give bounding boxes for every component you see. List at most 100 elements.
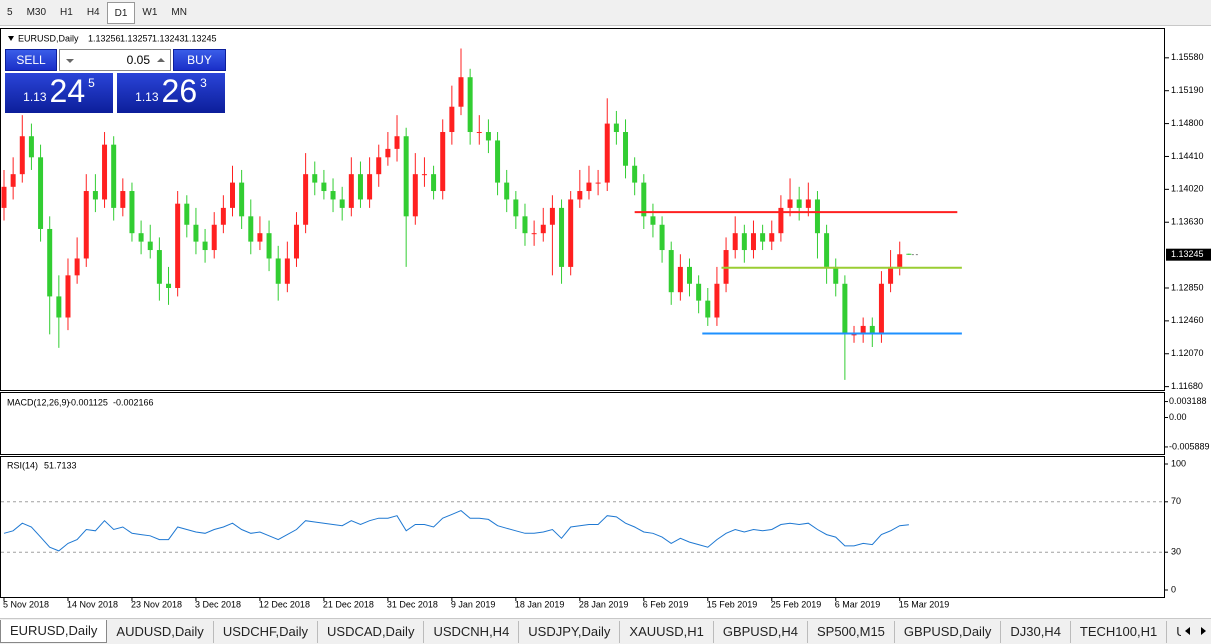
chart-tab[interactable]: TECH100,H1 [1071, 620, 1168, 643]
lot-up[interactable] [153, 50, 169, 70]
chart-tab[interactable]: AUDUSD,Daily [107, 620, 214, 643]
timeframe-button[interactable]: W1 [142, 6, 158, 18]
timeframe-button[interactable]: D1 [106, 1, 136, 24]
macd-panel-frame [0, 392, 1165, 455]
x-tick-label: 14 Nov 2018 [67, 599, 118, 609]
ask-pips: 26 [161, 73, 198, 109]
candle-body [431, 174, 437, 192]
candle-body [559, 207, 565, 267]
timeframe-button[interactable]: H1 [60, 6, 73, 18]
timeframe-button[interactable]: H4 [86, 6, 100, 18]
candle-body [595, 182, 601, 184]
candle-body [650, 216, 656, 225]
x-tick-label: 25 Feb 2019 [771, 599, 822, 609]
timeframe-button[interactable]: M30 [26, 6, 47, 18]
x-tick-label: 6 Feb 2019 [643, 599, 689, 609]
chart-tab[interactable]: USDJPY,Daily [519, 620, 621, 643]
candle-body [38, 157, 44, 229]
candle-body [851, 334, 857, 336]
lot-input[interactable]: 0.05 [59, 49, 171, 71]
candle-body [248, 216, 254, 242]
ask-prefix: 1.13 [135, 90, 159, 104]
candle-body [760, 233, 766, 242]
sell-button[interactable]: SELL [5, 49, 57, 71]
lot-down[interactable] [62, 50, 78, 70]
candle-body [531, 233, 537, 235]
candle-body [897, 254, 903, 267]
y-tick-label: 1.14800 [1171, 118, 1204, 128]
candle-body [677, 266, 683, 293]
chart-title: EURUSD,Daily [18, 33, 79, 43]
y-tick-label: 1.14020 [1171, 184, 1204, 194]
bid-quote[interactable]: 1.13 24 5 [5, 73, 113, 113]
candle-body [732, 233, 738, 251]
x-tick-label: 6 Mar 2019 [835, 599, 881, 609]
chart: EURUSD,Daily 1.13256 1.13257 1.13243 1.1… [0, 28, 1211, 609]
ask-quote[interactable]: 1.13 26 3 [117, 73, 225, 113]
candle-body [321, 182, 327, 192]
rsi-tick-label: 0 [1171, 584, 1176, 594]
candle-body [28, 136, 34, 158]
chart-tab[interactable]: DJ30,H4 [1001, 620, 1071, 643]
candle-body [275, 258, 281, 284]
y-tick-label: 1.15580 [1171, 52, 1204, 62]
chart-tab[interactable]: GBPUSD,H4 [714, 620, 808, 643]
timeframe-button[interactable]: 5 [7, 6, 13, 18]
candle-body [824, 233, 830, 267]
candle-body [202, 241, 208, 251]
timeframe-toolbar: 5 M30 H1 H4 D1 W1 MN [0, 0, 1211, 26]
x-tick-label: 12 Dec 2018 [259, 599, 310, 609]
candle-body [769, 233, 775, 242]
candle-body [696, 283, 702, 301]
candle-body [111, 144, 117, 208]
chart-tab[interactable]: USDCAD,Daily [318, 620, 425, 643]
candle-body [412, 174, 418, 217]
candle-body [357, 174, 363, 200]
candle-body [714, 283, 720, 318]
candle-body [376, 157, 382, 175]
candle-body [156, 250, 162, 284]
candle-body [613, 123, 619, 133]
candle-body [74, 258, 80, 276]
candle-body [184, 203, 190, 225]
candle-body [485, 132, 491, 141]
chart-tab[interactable]: SP500,M15 [808, 620, 895, 643]
candle-body [220, 207, 226, 225]
macd-tick-label: 0.003188 [1169, 396, 1207, 406]
x-tick-label: 31 Dec 2018 [387, 599, 438, 609]
candle-body [586, 182, 592, 192]
candle-body [458, 77, 464, 107]
candle-body [83, 191, 89, 259]
one-click-trading: SELL 0.05 BUY 1.13 24 5 1.13 26 3 [5, 49, 226, 114]
candle-body [120, 191, 126, 208]
chart-tab[interactable]: EURUSD,Daily [0, 620, 108, 643]
candle-body [293, 224, 299, 259]
chart-tab[interactable]: GBPUSD,Daily [895, 620, 1002, 643]
candle-body [449, 106, 455, 133]
timeframe-button[interactable]: MN [171, 6, 187, 18]
candle-body [860, 325, 866, 335]
candle-body [348, 174, 354, 208]
candle-body [266, 233, 272, 259]
candle-body [467, 77, 473, 133]
x-tick-label: 5 Nov 2018 [3, 599, 49, 609]
chart-tab[interactable]: XAUUSD,H1 [620, 620, 714, 643]
candle-body [138, 233, 144, 242]
macd-main: -0.001125 [68, 397, 108, 407]
buy-button[interactable]: BUY [173, 49, 226, 71]
candle-body [577, 191, 583, 200]
chart-tab[interactable]: USDCNH,H4 [424, 620, 520, 643]
macd-signal: -0.002166 [113, 397, 154, 407]
candle-body [668, 250, 674, 293]
candle-body [513, 199, 519, 217]
bid-prefix: 1.13 [23, 90, 47, 104]
tab-scroll[interactable] [1181, 619, 1211, 643]
x-tick-label: 28 Jan 2019 [579, 599, 629, 609]
candle-body [522, 216, 528, 234]
candle-body [814, 199, 820, 234]
main-panel-frame [0, 28, 1165, 391]
candle-body [869, 325, 875, 335]
candle-body [787, 199, 793, 208]
chart-tab[interactable]: USDCHF,Daily [214, 620, 319, 643]
